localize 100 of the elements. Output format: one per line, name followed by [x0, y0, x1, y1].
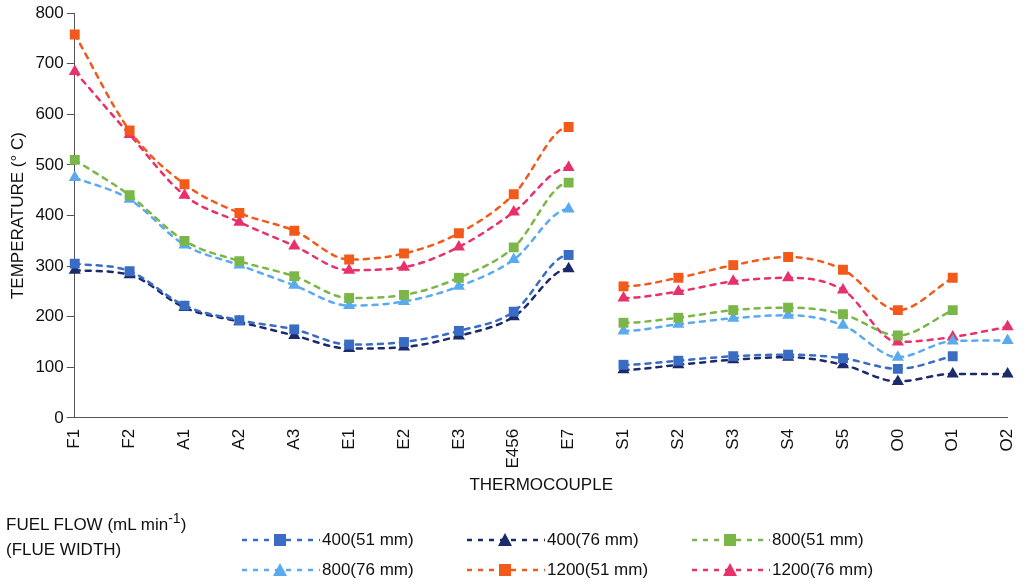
x-tick-label: S3: [722, 428, 742, 450]
y-tick-label: 600: [35, 104, 64, 124]
x-tick-label: A3: [283, 428, 303, 450]
point: [453, 325, 464, 336]
x-tick-label: E7: [558, 428, 578, 450]
y-tick-label: 200: [35, 306, 64, 326]
y-tick-label: 700: [35, 53, 64, 73]
point: [68, 170, 81, 182]
point: [892, 305, 903, 316]
point: [728, 305, 739, 316]
point: [562, 160, 575, 171]
x-axis-title: THERMOCOUPLE: [469, 475, 613, 495]
point: [891, 350, 904, 361]
point: [179, 179, 190, 190]
point: [783, 252, 794, 262]
x-tick-label: E1: [338, 428, 358, 450]
point: [1001, 333, 1014, 344]
legend-label: 400(51 mm): [322, 530, 414, 550]
point: [836, 318, 850, 329]
point: [947, 351, 958, 362]
point: [397, 260, 411, 271]
point: [508, 242, 519, 253]
x-tick-label: O1: [942, 428, 962, 452]
x-tick-label: S4: [777, 428, 797, 450]
y-tick-label: 300: [35, 255, 64, 275]
point: [673, 312, 684, 323]
point: [946, 366, 959, 378]
point: [1001, 366, 1014, 378]
y-axis-title: TEMPERATURE (° C): [7, 132, 27, 300]
point: [344, 254, 355, 265]
point: [891, 374, 904, 385]
point: [947, 305, 958, 316]
point: [178, 188, 191, 199]
point: [344, 293, 355, 303]
point: [289, 271, 300, 282]
y-tick-label: 500: [35, 154, 64, 174]
point: [68, 64, 81, 75]
x-tick-label: E2: [393, 428, 413, 450]
x-tick-label: S2: [668, 428, 688, 450]
y-tick-label: 400: [35, 205, 64, 225]
point: [399, 248, 409, 259]
point: [289, 324, 300, 335]
point: [947, 272, 958, 283]
point: [452, 239, 465, 251]
point: [563, 122, 574, 132]
y-tick-label: 100: [35, 357, 64, 376]
point: [1001, 319, 1014, 331]
point: [727, 274, 740, 285]
point: [838, 264, 848, 275]
point: [617, 291, 630, 302]
point: [453, 272, 464, 283]
point: [507, 205, 520, 216]
x-tick-label: F2: [119, 428, 139, 449]
text: FUEL FLOW (mL min$^{-1}$) (FLUE WIDTH): [6, 510, 187, 559]
x-tick-label: S5: [832, 428, 852, 450]
point: [234, 208, 245, 218]
point: [838, 353, 848, 364]
point: [343, 263, 356, 274]
point: [69, 154, 80, 165]
y-tick-label: 800: [35, 2, 64, 22]
legend-label: 800(76 mm): [322, 560, 414, 580]
point: [783, 302, 794, 313]
point: [618, 317, 629, 328]
point: [508, 189, 519, 200]
x-tick-label: A1: [174, 428, 194, 450]
point: [618, 281, 629, 292]
point: [728, 260, 739, 271]
point: [562, 261, 575, 273]
x-tick-label: A2: [229, 428, 249, 450]
x-tick-label: E3: [448, 428, 468, 450]
point: [69, 29, 80, 40]
point: [673, 272, 684, 283]
point: [399, 337, 409, 347]
point: [563, 250, 574, 260]
y-tick-label: 0: [54, 407, 64, 427]
legend-label: 1200(51 mm): [547, 560, 649, 580]
x-tick-label: O2: [997, 428, 1017, 452]
legend-label: 400(76 mm): [547, 530, 639, 550]
point: [892, 330, 903, 341]
point: [892, 363, 903, 374]
x-tick-label: E456: [503, 428, 523, 469]
point: [289, 225, 300, 236]
point: [453, 228, 464, 239]
legend-label: 800(51 mm): [772, 530, 864, 550]
point: [563, 177, 574, 188]
point: [562, 201, 575, 213]
point: [618, 359, 629, 370]
point: [836, 282, 850, 294]
point: [288, 238, 301, 250]
legend-label: 1200(76 mm): [772, 560, 874, 580]
point: [838, 309, 848, 320]
point: [672, 284, 685, 295]
point: [508, 306, 519, 317]
point: [782, 270, 795, 282]
point: [946, 334, 959, 345]
x-tick-label: F1: [64, 428, 84, 449]
point: [399, 290, 409, 300]
x-tick-label: O0: [887, 428, 907, 452]
point: [69, 258, 80, 269]
point: [507, 252, 520, 264]
